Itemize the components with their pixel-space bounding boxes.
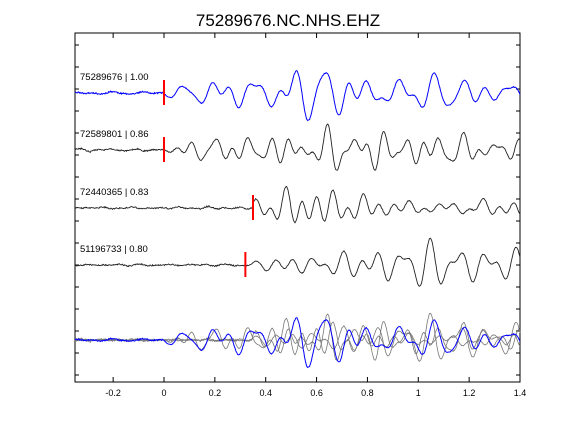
- x-tick-label: 0.8: [361, 388, 374, 398]
- x-tick-label: 0.2: [209, 388, 222, 398]
- x-tick-label: 0: [161, 388, 166, 398]
- trace-label-75289676: 75289676 | 1.00: [80, 72, 149, 83]
- x-tick-label: 1.4: [514, 388, 527, 398]
- trace-label-72589801: 72589801 | 0.86: [80, 129, 149, 140]
- overlay-trace-51196733: [74, 312, 521, 362]
- x-tick-label: -0.2: [105, 388, 121, 398]
- traces-layer: [74, 70, 521, 287]
- x-tick-label: 1.2: [463, 388, 476, 398]
- chart-title: 75289676.NC.NHS.EHZ: [196, 11, 380, 30]
- overlay-stack: [74, 312, 521, 369]
- waveform-trace-51196733: [74, 237, 521, 287]
- plot-frame: [74, 32, 521, 383]
- x-tick-label: 0.4: [259, 388, 272, 398]
- x-tick-label: 0.6: [310, 388, 323, 398]
- trace-labels: 75289676 | 1.00 72589801 | 0.86 72440365 |…: [80, 72, 149, 255]
- waveform-trace-72440365: [74, 185, 521, 224]
- axis-ticks: -0.2 0 0.2 0.4 0.6 0.8 1 1.2 1.4: [75, 33, 526, 398]
- trace-label-51196733: 51196733 | 0.80: [80, 244, 148, 255]
- waveform-trace-72589801: [74, 123, 521, 171]
- x-tick-label: 1: [416, 388, 421, 398]
- waveform-trace-75289676: [74, 70, 521, 122]
- pick-markers: [163, 80, 254, 277]
- overlay-trace-75289676: [74, 317, 521, 369]
- trace-label-72440365: 72440365 | 0.83: [80, 187, 149, 198]
